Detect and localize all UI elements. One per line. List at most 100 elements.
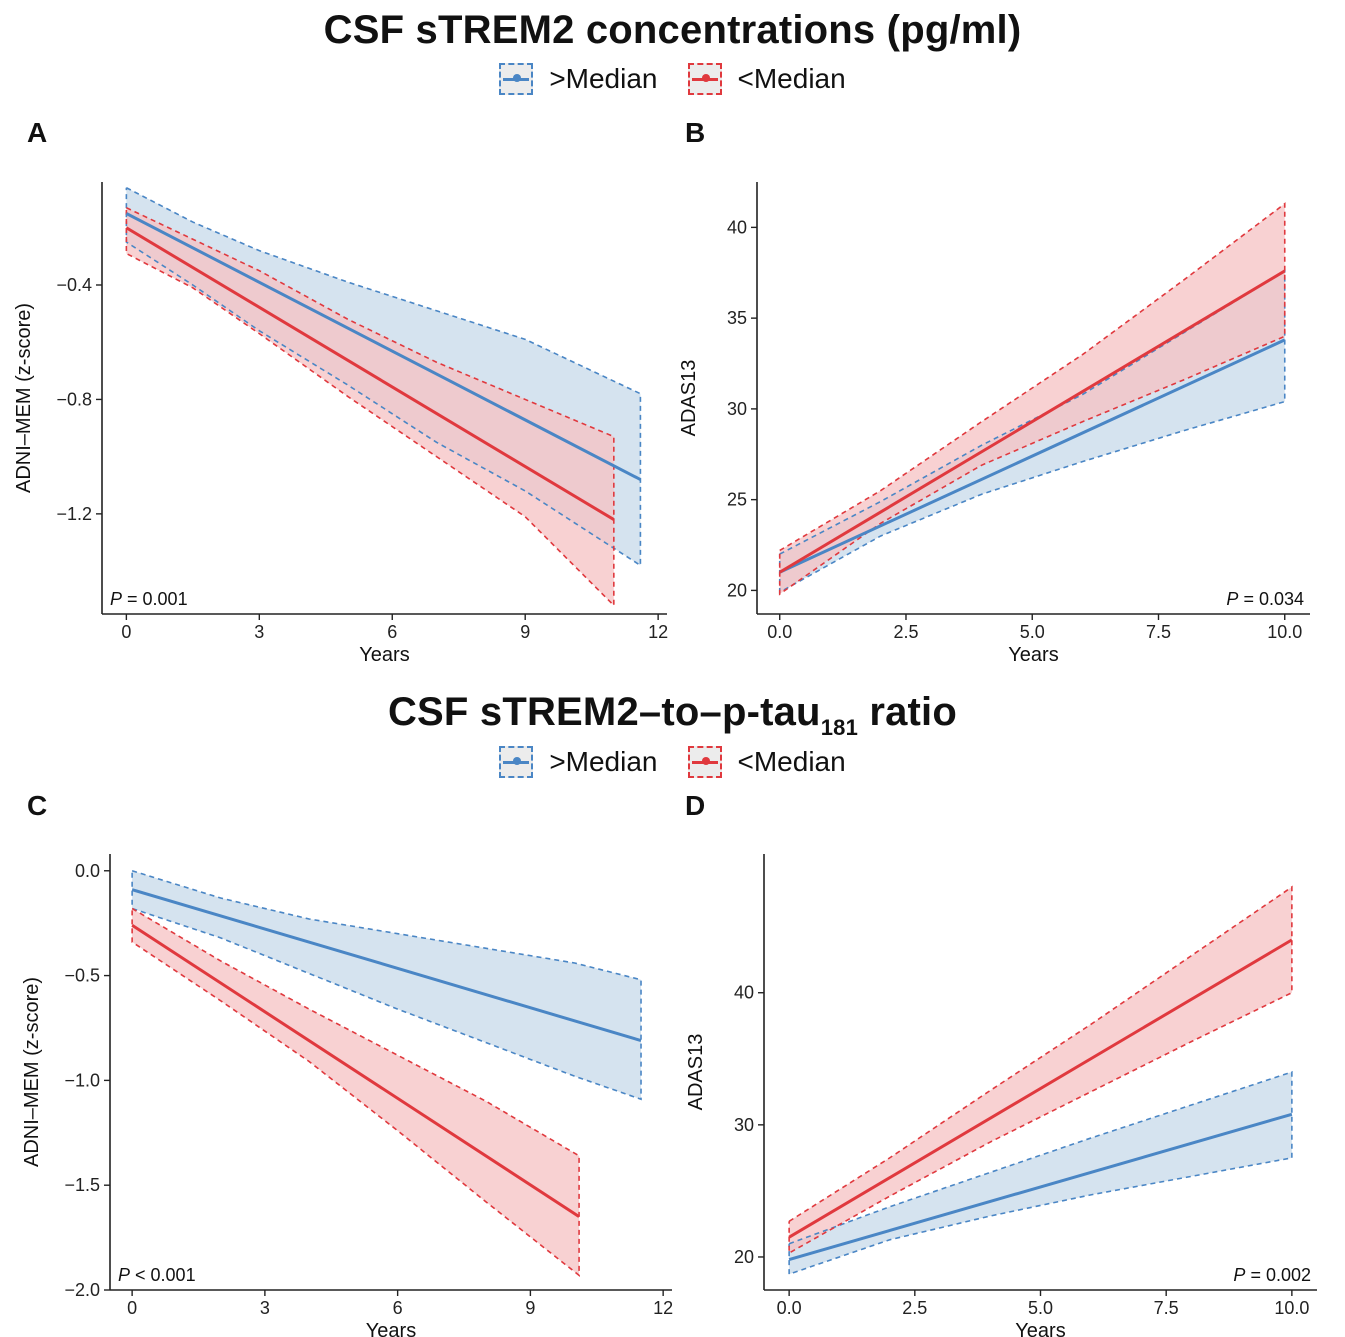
legend-label: >Median [549,746,658,777]
x-tick-label: 5.0 [1028,1298,1053,1318]
x-tick-label: 7.5 [1154,1298,1179,1318]
section-title-main: CSF sTREM2–to–p-tau [387,690,821,734]
trend-line-below-median [125,226,615,521]
legend-item-below-median: <Median [687,63,846,95]
trend-line-above-median [779,338,1286,574]
y-tick-label: −0.8 [56,389,92,409]
x-tick-label: 10.0 [1274,1298,1309,1318]
trend-line-below-median [788,938,1293,1239]
legend-concentrations: >Median <Median [0,63,1345,95]
section-title-concentrations: CSF sTREM2 concentrations (pg/ml) [323,8,1022,52]
panel-letter-b: B [685,117,706,148]
legend-key-above-median [499,746,534,778]
x-tick-label: 12 [648,622,668,642]
y-tick-label: −1.2 [56,504,92,524]
panel-letter-c: C [27,790,48,821]
legend-item-above-median: >Median [499,63,658,95]
legend-key-below-median [687,746,722,778]
trend-line-below-median [778,269,1286,574]
band-outline-above-median [125,187,642,567]
x-tick-label: 3 [254,622,264,642]
x-tick-label: 5.0 [1020,622,1045,642]
chart-panel-b: 0.0 2.5 5.0 7.5 10.0 20 25 30 35 40 Years ADAS13 P =… [678,182,1310,666]
trend-line-above-median [125,212,642,481]
panel-letter-a: A [27,117,48,148]
legend-label: >Median [549,63,658,94]
band-outline-below-median [125,207,615,608]
x-tick-label: 3 [260,1298,270,1318]
p-value-text: = 0.001 [122,589,188,609]
band-outline-above-median [778,269,1286,594]
y-tick-label: 25 [727,490,747,510]
x-axis-label: Years [1015,1320,1065,1337]
y-axis-label: ADNI–MEM (z-score) [13,303,35,493]
x-tick-label: 0 [121,622,131,642]
y-tick-label: 30 [734,1115,754,1135]
legend-item-above-median: >Median [499,746,658,778]
band-outline-above-median [788,1070,1293,1276]
x-tick-label: 12 [653,1298,673,1318]
chart-panel-c: 0 3 6 9 12 0.0 −0.5 −1.0 −1.5 −2.0 Years ADNI–MEM (… [21,854,673,1337]
x-tick-label: 9 [520,622,530,642]
x-tick-label: 0.0 [767,622,792,642]
p-symbol: P [118,1265,130,1285]
chart-panel-d: 0.0 2.5 5.0 7.5 10.0 20 30 40 Years ADAS13 P = 0.0… [685,854,1317,1337]
panel-letter-d: D [685,790,706,821]
y-tick-label: 20 [734,1247,754,1267]
x-tick-label: 7.5 [1146,622,1171,642]
y-tick-label: 35 [727,308,747,328]
band-outline-below-median [778,202,1286,596]
y-axis-label: ADNI–MEM (z-score) [21,977,43,1167]
legend-label: <Median [737,746,846,777]
x-tick-label: 6 [387,622,397,642]
trend-line-below-median [131,924,580,1218]
p-value-annotation: P = 0.001 [110,589,188,609]
section-title-end: ratio [858,690,958,734]
x-tick-label: 10.0 [1267,622,1302,642]
band-outline-below-median [131,907,580,1277]
x-tick-label: 2.5 [902,1298,927,1318]
y-tick-label: −0.4 [56,275,92,295]
x-axis-label: Years [366,1320,416,1337]
x-axis-label: Years [1008,644,1058,666]
trend-line-above-median [788,1112,1293,1262]
y-axis-label: ADAS13 [685,1034,707,1111]
confidence-band-below-median [132,908,580,1276]
legend-key-above-median [499,63,534,95]
y-tick-label: 40 [734,983,754,1003]
p-value-annotation: P = 0.002 [1233,1265,1311,1285]
x-tick-label: 0 [127,1298,137,1318]
legend-label: <Median [737,63,846,94]
p-value-text: < 0.001 [130,1265,196,1285]
y-tick-label: 20 [727,580,747,600]
legend-item-below-median: <Median [687,746,846,778]
y-tick-label: 0.0 [75,861,100,881]
section-title-ratio: CSF sTREM2–to–p-tau181 ratio [0,690,1345,741]
y-tick-label: −1.5 [64,1175,100,1195]
y-tick-label: 40 [727,217,747,237]
x-tick-label: 0.0 [777,1298,802,1318]
p-symbol: P [110,589,122,609]
y-tick-label: −1.0 [64,1070,100,1090]
p-value-text: = 0.034 [1238,589,1304,609]
y-tick-label: 30 [727,399,747,419]
y-tick-label: −0.5 [64,966,100,986]
trend-line-above-median [131,888,642,1042]
p-symbol: P [1233,1265,1245,1285]
p-value-annotation: P < 0.001 [118,1265,196,1285]
band-outline-above-median [131,870,642,1101]
p-value-text: = 0.002 [1245,1265,1311,1285]
legend-key-below-median [687,63,722,95]
section-title-subscript: 181 [820,715,859,740]
x-tick-label: 2.5 [893,622,918,642]
x-axis-label: Years [359,644,409,666]
confidence-band-below-median [126,207,614,606]
p-symbol: P [1226,589,1238,609]
x-tick-label: 6 [393,1298,403,1318]
p-value-annotation: P = 0.034 [1226,589,1304,609]
y-tick-label: −2.0 [64,1280,100,1300]
legend-ratio: >Median <Median [0,746,1345,778]
y-axis-label: ADAS13 [678,360,700,437]
chart-panel-a: 0 3 6 9 12 −0.4 −0.8 −1.2 Years ADNI–MEM (z-score… [13,182,668,666]
x-tick-label: 9 [525,1298,535,1318]
